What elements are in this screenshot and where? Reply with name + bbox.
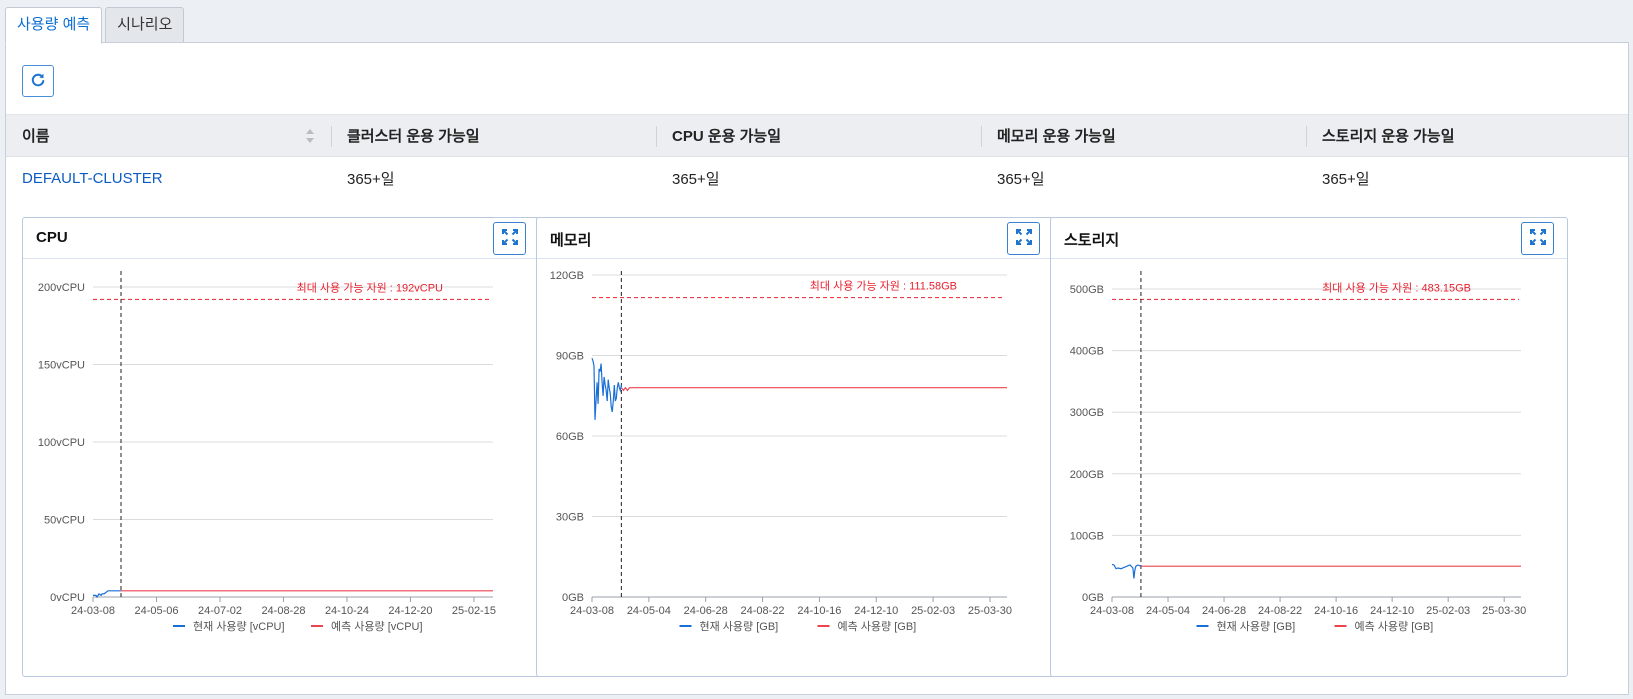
cluster-table: 이름 클러스터 운용 가능일 CPU 운용 가능일 메모리 운용 가능일 스토리…: [6, 114, 1628, 200]
expand-icon: [1015, 229, 1032, 248]
y-tick-label: 90GB: [556, 351, 584, 363]
memory-chart: 0GB 30GB 60GB 90GB 120GB 24-03-08 24-05-04 24-0…: [550, 270, 1012, 633]
y-tick-label: 100vCPU: [38, 437, 85, 449]
expand-button[interactable]: [1007, 222, 1040, 255]
legend-label: 현재 사용량 [GB]: [700, 620, 779, 633]
forecast-panel: 이름 클러스터 운용 가능일 CPU 운용 가능일 메모리 운용 가능일 스토리…: [5, 42, 1629, 695]
y-tick-label: 0vCPU: [50, 592, 85, 604]
x-tick-label: 24-03-08: [71, 605, 115, 617]
legend-label: 현재 사용량 [vCPU]: [193, 620, 285, 633]
x-tick-label: 24-08-22: [741, 605, 785, 617]
x-tick-label: 24-07-02: [198, 605, 242, 617]
y-tick-label: 100GB: [1070, 530, 1104, 542]
y-tick-label: 150vCPU: [38, 360, 85, 372]
y-tick-label: 200vCPU: [38, 282, 85, 294]
current-usage-line: [1111, 563, 1142, 579]
cpu-chart-card: CPU 0vCPU 50vCPU 100vCPU 150vCPU 200vCPU 24-0…: [22, 217, 540, 677]
x-tick-label: 24-06-28: [684, 605, 728, 617]
max-resource-label: 최대 사용 가능 자원 : 192vCPU: [297, 281, 443, 294]
x-tick-label: 24-05-06: [134, 605, 178, 617]
max-resource-label: 최대 사용 가능 자원 : 483.15GB: [1322, 281, 1471, 294]
chart-title: 스토리지: [1064, 232, 1120, 249]
y-tick-label: 300GB: [1070, 407, 1104, 419]
storage-chart-card: 스토리지 0GB 100GB 200GB 300GB 400GB 500GB 24-03-0…: [1050, 217, 1568, 677]
y-tick-label: 30GB: [556, 512, 584, 524]
y-tick-label: 120GB: [550, 270, 584, 282]
y-tick-label: 0GB: [562, 592, 584, 604]
column-header-storage-days[interactable]: 스토리지 운용 가능일: [1306, 115, 1628, 156]
legend-label: 예측 사용량 [GB]: [838, 620, 917, 633]
x-tick-label: 24-10-16: [1314, 605, 1358, 617]
expand-icon: [1529, 229, 1546, 248]
cpu-chart: 0vCPU 50vCPU 100vCPU 150vCPU 200vCPU 24-03-08…: [38, 271, 496, 633]
storage-days-value: 365+일: [1322, 171, 1370, 188]
x-tick-label: 24-08-22: [1258, 605, 1302, 617]
tab-scenario[interactable]: 시나리오: [105, 7, 185, 43]
x-tick-label: 24-03-08: [1090, 605, 1134, 617]
y-tick-label: 500GB: [1070, 284, 1104, 296]
column-header-cpu-days[interactable]: CPU 운용 가능일: [656, 115, 981, 156]
memory-days-value: 365+일: [997, 171, 1045, 188]
column-header-cluster-days[interactable]: 클러스터 운용 가능일: [331, 115, 656, 156]
chart-title: CPU: [36, 229, 68, 246]
chart-title: 메모리: [550, 232, 592, 249]
x-tick-label: 24-12-10: [854, 605, 898, 617]
x-tick-label: 24-05-04: [627, 605, 671, 617]
current-usage-line: [591, 357, 622, 420]
column-header-memory-days[interactable]: 메모리 운용 가능일: [981, 115, 1306, 156]
x-tick-label: 24-05-04: [1146, 605, 1190, 617]
x-tick-label: 25-02-15: [452, 605, 496, 617]
storage-chart: 0GB 100GB 200GB 300GB 400GB 500GB 24-03-08 24-0…: [1070, 271, 1526, 633]
current-usage-line: [93, 590, 121, 599]
legend-label: 예측 사용량 [vCPU]: [331, 620, 423, 633]
x-tick-label: 24-03-08: [570, 605, 614, 617]
y-tick-label: 200GB: [1070, 469, 1104, 481]
x-tick-label: 25-03-30: [1482, 605, 1526, 617]
x-tick-label: 24-12-20: [388, 605, 432, 617]
table-header: 이름 클러스터 운용 가능일 CPU 운용 가능일 메모리 운용 가능일 스토리…: [6, 114, 1628, 157]
y-tick-label: 50vCPU: [44, 515, 85, 527]
x-tick-label: 24-12-10: [1370, 605, 1414, 617]
expand-button[interactable]: [493, 222, 526, 255]
x-tick-label: 24-10-16: [797, 605, 841, 617]
expand-icon: [501, 229, 518, 248]
refresh-button[interactable]: [22, 65, 54, 97]
tab-usage-forecast[interactable]: 사용량 예측: [5, 7, 103, 44]
cluster-days-value: 365+일: [347, 171, 395, 188]
y-tick-label: 0GB: [1082, 592, 1104, 604]
cpu-days-value: 365+일: [672, 171, 720, 188]
y-tick-label: 60GB: [556, 431, 584, 443]
legend-label: 예측 사용량 [GB]: [1355, 620, 1434, 633]
legend-label: 현재 사용량 [GB]: [1217, 620, 1296, 633]
y-tick-label: 400GB: [1070, 346, 1104, 358]
memory-chart-card: 메모리 0GB 30GB 60GB 90GB 120GB 24-03-08 24-05-04…: [536, 217, 1054, 677]
x-tick-label: 25-02-03: [1426, 605, 1470, 617]
sort-icon[interactable]: [305, 128, 315, 144]
x-tick-label: 24-08-28: [261, 605, 305, 617]
x-tick-label: 25-03-30: [968, 605, 1012, 617]
max-resource-label: 최대 사용 가능 자원 : 111.58GB: [810, 280, 957, 293]
x-tick-label: 24-06-28: [1202, 605, 1246, 617]
refresh-icon: [30, 72, 46, 91]
x-tick-label: 25-02-03: [911, 605, 955, 617]
tab-bar: 사용량 예측 시나리오: [5, 7, 187, 44]
forecast-usage-line: [620, 386, 1007, 392]
cluster-name-link[interactable]: DEFAULT-CLUSTER: [22, 170, 163, 187]
column-header-name[interactable]: 이름: [6, 115, 331, 156]
table-row[interactable]: DEFAULT-CLUSTER 365+일 365+일 365+일 365+일: [6, 157, 1628, 200]
x-tick-label: 24-10-24: [325, 605, 369, 617]
expand-button[interactable]: [1521, 222, 1554, 255]
